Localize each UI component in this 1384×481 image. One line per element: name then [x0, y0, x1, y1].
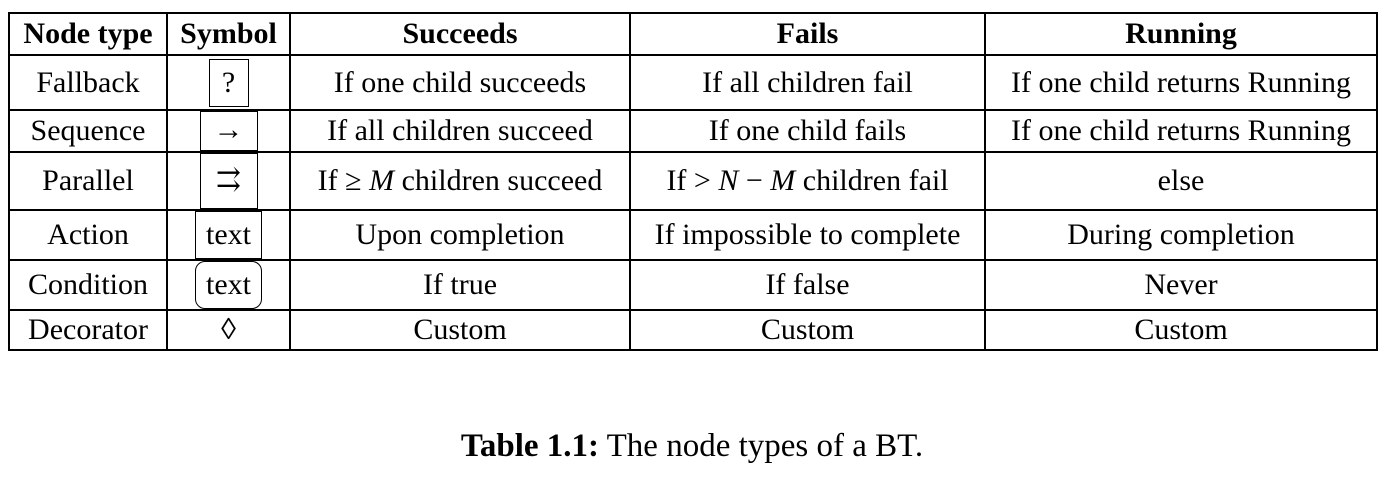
table-row: Fallback ? If one child succeeds If all …	[8, 54, 1378, 111]
fails-cell: If > N − M children fail	[629, 151, 986, 211]
node-type-cell: Fallback	[8, 54, 168, 111]
caption-label: Table 1.1:	[460, 428, 599, 464]
header-symbol: Symbol	[166, 12, 291, 56]
caption-text: The node types of a BT.	[599, 428, 924, 464]
succeeds-post: children succeed	[394, 164, 603, 197]
var-m: M	[369, 164, 395, 197]
var-m: M	[770, 164, 796, 197]
symbol-cell: →	[166, 109, 291, 153]
symbol-cell: ◊	[166, 309, 291, 351]
table-row: Parallel ⇉ If ≥ M children succeed If > …	[8, 151, 1378, 211]
running-cell: else	[984, 151, 1378, 211]
fails-cell: If one child fails	[629, 109, 986, 153]
succeeds-cell: If one child succeeds	[289, 54, 631, 111]
node-type-cell: Decorator	[8, 309, 168, 351]
running-cell: During completion	[984, 209, 1378, 261]
table-row: Decorator ◊ Custom Custom Custom	[8, 309, 1378, 351]
node-type-cell: Action	[8, 209, 168, 261]
succeeds-cell: If ≥ M children succeed	[289, 151, 631, 211]
succeeds-cell: If all children succeed	[289, 109, 631, 153]
var-n: N	[718, 164, 739, 197]
fails-pre: If >	[666, 164, 719, 197]
running-cell: If one child returns Running	[984, 109, 1378, 153]
fails-cell: Custom	[629, 309, 986, 351]
sequence-arrow-icon: →	[199, 111, 258, 151]
symbol-cell: text	[166, 209, 291, 261]
fails-post: children fail	[795, 164, 949, 197]
succeeds-cell: If true	[289, 259, 631, 311]
parallel-arrows-icon: ⇉	[199, 153, 258, 209]
header-running: Running	[984, 12, 1378, 56]
fails-cell: If all children fail	[629, 54, 986, 111]
symbol-cell: ?	[166, 54, 291, 111]
header-row: Node type Symbol Succeeds Fails Running	[8, 12, 1378, 56]
succeeds-cell: Custom	[289, 309, 631, 351]
fails-minus: −	[738, 164, 771, 197]
symbol-cell: text	[166, 259, 291, 311]
running-cell: Custom	[984, 309, 1378, 351]
header-fails: Fails	[629, 12, 986, 56]
node-type-cell: Sequence	[8, 109, 168, 153]
node-types-table: Node type Symbol Succeeds Fails Running …	[8, 12, 1378, 351]
symbol-cell: ⇉	[166, 151, 291, 211]
decorator-diamond-icon: ◊	[221, 313, 236, 346]
table-row: Condition text If true If false Never	[8, 259, 1378, 311]
fallback-symbol-icon: ?	[208, 58, 249, 107]
table-row: Sequence → If all children succeed If on…	[8, 109, 1378, 153]
table-row: Action text Upon completion If impossibl…	[8, 209, 1378, 261]
fails-cell: If false	[629, 259, 986, 311]
succeeds-pre: If ≥	[317, 164, 370, 197]
node-type-cell: Condition	[8, 259, 168, 311]
header-node-type: Node type	[8, 12, 168, 56]
fails-cell: If impossible to complete	[629, 209, 986, 261]
succeeds-cell: Upon completion	[289, 209, 631, 261]
table-caption: Table 1.1: The node types of a BT.	[0, 428, 1384, 465]
running-cell: Never	[984, 259, 1378, 311]
running-cell: If one child returns Running	[984, 54, 1378, 111]
action-box-icon: text	[195, 211, 262, 259]
node-type-cell: Parallel	[8, 151, 168, 211]
header-succeeds: Succeeds	[289, 12, 631, 56]
condition-rounded-box-icon: text	[195, 261, 262, 309]
